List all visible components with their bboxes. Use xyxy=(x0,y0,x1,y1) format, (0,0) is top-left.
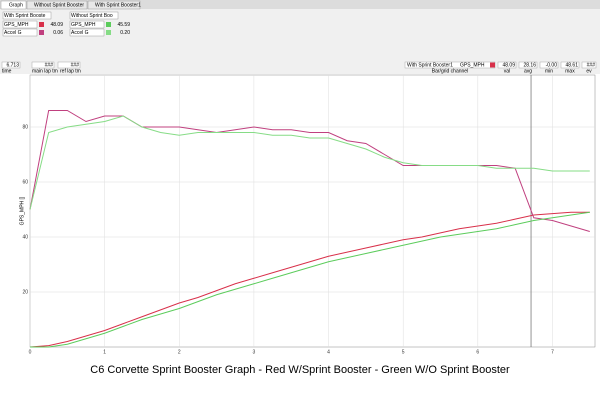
field-label: time xyxy=(2,68,12,74)
panel-title: Without Sprint Boo xyxy=(71,13,113,19)
x-tick-label: 5 xyxy=(402,349,405,355)
readout-label: Accel G xyxy=(71,30,89,36)
readout-label-box xyxy=(69,20,105,29)
data-line xyxy=(29,115,590,210)
field xyxy=(518,61,538,69)
field-value: 48.61 xyxy=(565,62,578,68)
channel-swatch xyxy=(490,62,495,68)
readout-label: GPS_MPH xyxy=(71,22,96,28)
tab[interactable] xyxy=(0,0,27,10)
x-tick-label: 0 xyxy=(29,349,32,355)
channel-name: GPS_MPH xyxy=(460,62,485,68)
x-tick-label: 4 xyxy=(327,349,330,355)
y-tick-label: 80 xyxy=(22,124,28,130)
field-value: 28.16 xyxy=(523,62,536,68)
field-label: min xyxy=(545,68,553,74)
x-tick-label: 7 xyxy=(551,349,554,355)
field-value: ### xyxy=(71,62,80,68)
tab-label[interactable]: Graph xyxy=(9,2,23,8)
readout-label: Accel G xyxy=(4,30,22,36)
field xyxy=(31,61,55,69)
readout-value: 0.06 xyxy=(53,30,63,36)
tab[interactable] xyxy=(87,0,141,10)
field xyxy=(539,61,559,69)
field-label: avg xyxy=(524,68,532,74)
x-tick-label: 2 xyxy=(178,349,181,355)
y-axis-label: GPS_MPH [] xyxy=(19,196,25,225)
field xyxy=(57,61,81,69)
readout-label-box xyxy=(69,28,105,37)
readout-value: 45.59 xyxy=(117,22,130,28)
readout-swatch xyxy=(106,30,111,35)
field xyxy=(497,61,517,69)
channel-source: With Sprint Booster1 xyxy=(407,62,453,68)
plot-area xyxy=(29,74,596,348)
field xyxy=(560,61,580,69)
tab-strip xyxy=(0,0,600,9)
readout-value: 0.20 xyxy=(120,30,130,36)
panel-header-box xyxy=(69,11,119,20)
y-tick-label: 60 xyxy=(22,179,28,185)
field-label: main lap tm xyxy=(32,68,58,74)
field-label: ref lap tm xyxy=(60,68,81,74)
field-value: ### xyxy=(45,62,54,68)
field-label: Bar/grid channel xyxy=(432,68,468,74)
panel-title: With Sprint Booste xyxy=(4,13,46,19)
field-value: 48.09 xyxy=(502,62,515,68)
readout-value: 48.09 xyxy=(50,22,63,28)
time-value: 6.713 xyxy=(6,62,19,68)
field-value: -0.00 xyxy=(546,62,558,68)
readout-swatch xyxy=(39,22,44,27)
tab[interactable] xyxy=(26,0,88,10)
field xyxy=(1,61,21,69)
y-tick-label: 40 xyxy=(22,234,28,240)
x-tick-label: 6 xyxy=(476,349,479,355)
field-label: ev xyxy=(586,68,592,74)
x-tick-label: 3 xyxy=(253,349,256,355)
panel-header-box xyxy=(2,11,52,20)
field-value: ### xyxy=(587,62,596,68)
field-label: max xyxy=(565,68,575,74)
readout-swatch xyxy=(39,30,44,35)
x-tick-label: 1 xyxy=(103,349,106,355)
field-label: val xyxy=(504,68,510,74)
readout-swatch xyxy=(106,22,111,27)
data-line xyxy=(30,211,590,348)
data-line xyxy=(29,211,590,348)
field xyxy=(581,61,597,69)
readout-label-box xyxy=(2,20,38,29)
caption: C6 Corvette Sprint Booster Graph - Red W… xyxy=(90,364,510,376)
tab-label[interactable]: With Sprint Booster1 xyxy=(95,2,141,8)
readout-label: GPS_MPH xyxy=(4,22,29,28)
readout-label-box xyxy=(2,28,38,37)
tab-label[interactable]: Without Sprint Booster xyxy=(34,2,84,8)
y-tick-label: 20 xyxy=(22,289,28,295)
